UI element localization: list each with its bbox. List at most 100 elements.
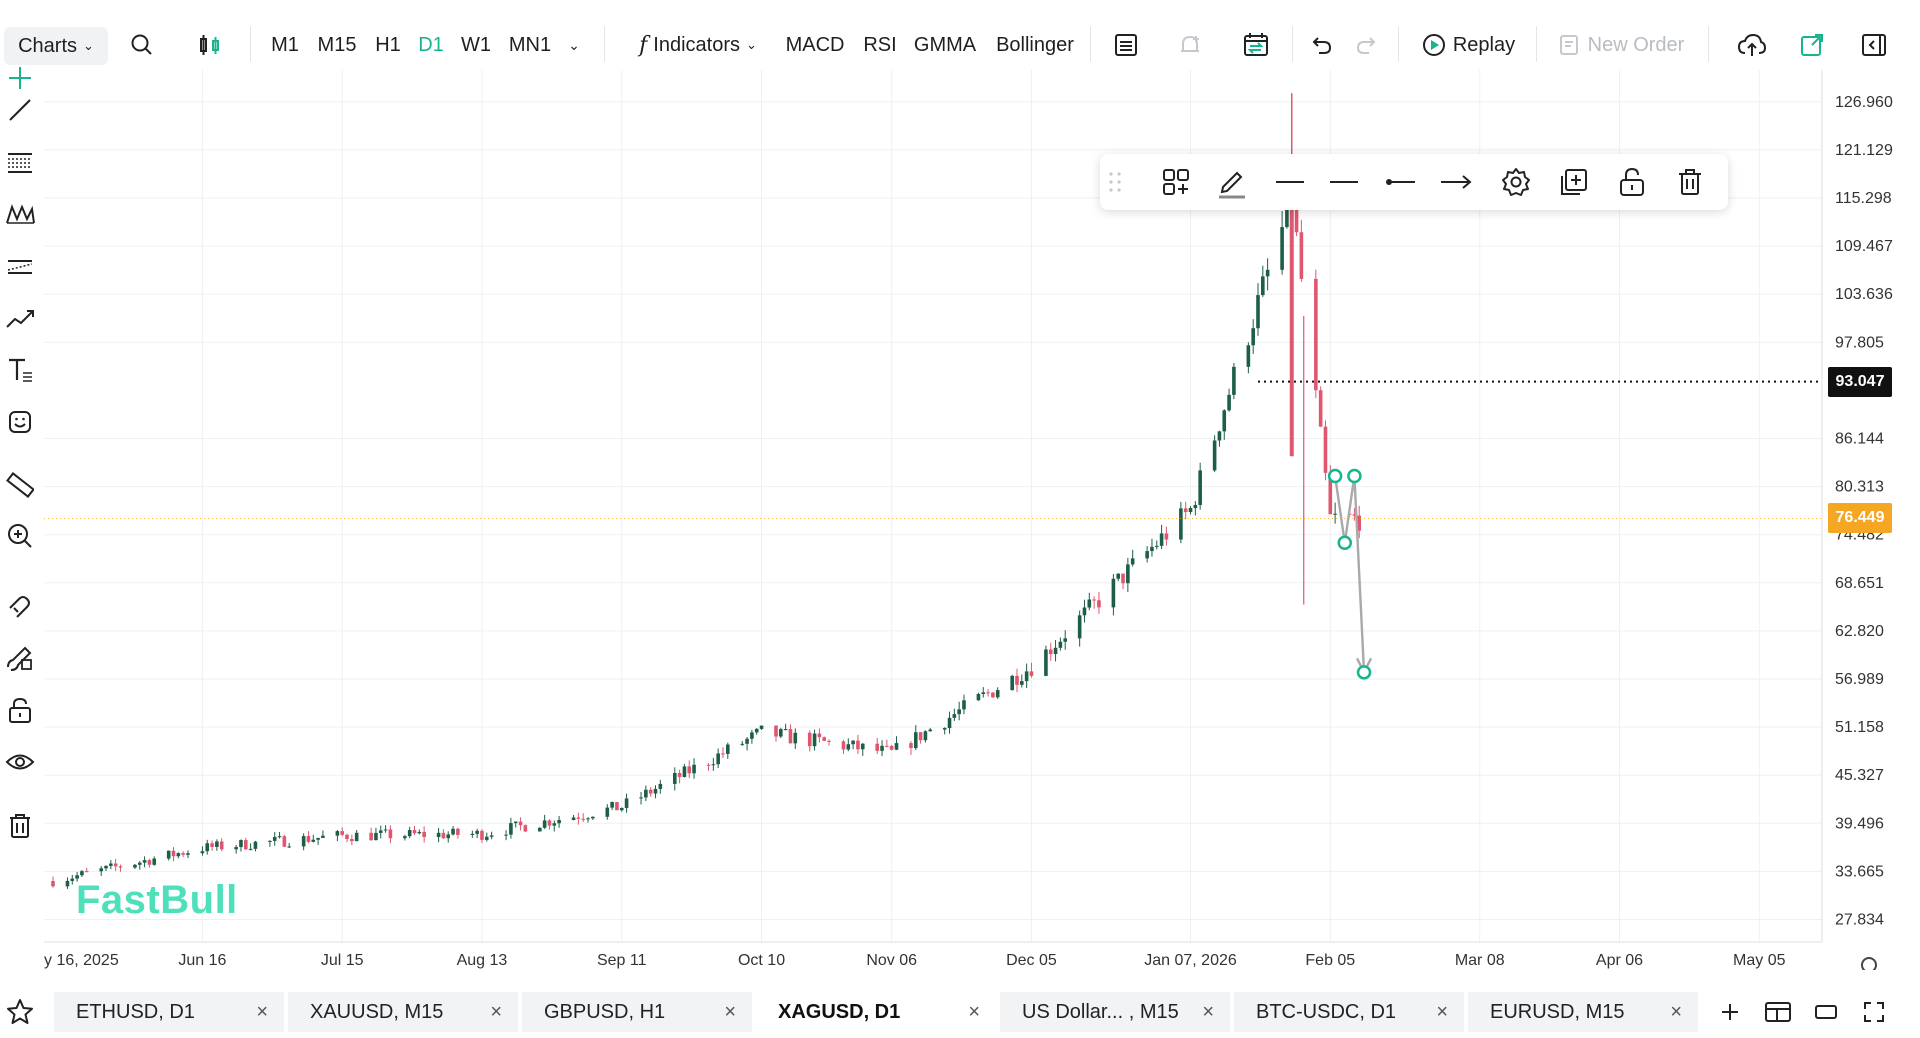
date-axis-label: Sep 11 [597,952,647,969]
cloud-upload-icon[interactable] [1734,0,1770,90]
chart-tab[interactable]: BTC-USDC, D1 × [1234,992,1464,1032]
unlock-icon[interactable] [1612,162,1652,202]
line-end-icon[interactable] [1436,162,1476,202]
prediction-icon[interactable] [0,298,40,338]
drag-handle-icon[interactable] [1104,162,1126,202]
price-axis-label: 39.496 [1835,815,1884,832]
price-axis-label: 62.820 [1835,623,1884,640]
candle-body [272,836,277,841]
search-icon[interactable] [124,0,160,90]
candle-body [610,801,614,808]
clone-icon[interactable] [1554,162,1594,202]
close-icon[interactable]: × [256,1000,268,1023]
zoom-in-icon[interactable] [0,516,40,556]
date-axis-label: Jul 15 [321,952,364,969]
toolbar-separator [604,26,605,62]
timeframe-h1[interactable]: H1 [375,33,401,56]
indicator-rsi[interactable]: RSI [863,33,897,56]
close-icon[interactable]: × [1436,1000,1448,1023]
timeframe-mn1[interactable]: MN1 [508,33,552,56]
template-icon[interactable] [1156,162,1196,202]
candle-body [422,831,426,838]
replay-button[interactable]: Replay [1418,0,1518,90]
trash-icon[interactable] [0,806,40,846]
magnet-icon[interactable] [0,586,40,626]
candle-body [480,830,484,840]
timeframe-m1[interactable]: M1 [271,33,299,56]
candle-body [1164,533,1169,540]
split-layout-icon[interactable] [1758,992,1798,1032]
timeframe-w1[interactable]: W1 [461,33,491,56]
price-axis-label: 33.665 [1835,863,1884,880]
drawing-anchor-handle[interactable] [1337,535,1353,551]
close-icon[interactable]: × [490,1000,502,1023]
chart-tab[interactable]: EURUSD, M15 × [1468,992,1698,1032]
emoji-icon[interactable] [0,402,40,442]
line-start-icon[interactable] [1380,162,1420,202]
drawing-anchor-handle[interactable] [1356,665,1372,680]
trend-line-icon[interactable] [0,90,40,130]
ruler-icon[interactable] [0,464,40,504]
star-icon[interactable] [0,992,40,1032]
chevron-down-icon: ⌄ [83,38,94,53]
redo-icon[interactable] [1350,0,1382,90]
new-order-button[interactable]: New Order [1554,0,1688,90]
chart-tab[interactable]: GBPUSD, H1 × [522,992,752,1032]
brush-icon[interactable] [0,638,40,678]
candle-body [1299,232,1304,279]
candle-body [812,733,817,747]
candle-body [200,851,205,854]
lock-icon[interactable] [0,690,40,730]
window-icon[interactable] [1806,992,1846,1032]
candle-body [205,843,210,852]
charts-menu-button[interactable]: Charts ⌄ [4,27,108,65]
alert-icon[interactable] [1172,0,1208,90]
delete-icon[interactable] [1670,162,1710,202]
candle-body [957,709,961,715]
candle-body [856,740,860,750]
text-icon[interactable] [0,350,40,390]
line-style-icon[interactable] [1270,162,1310,202]
pencil-icon[interactable] [1212,162,1252,202]
indicator-macd[interactable]: MACD [785,33,845,56]
candle-type-icon[interactable] [192,0,228,90]
close-icon[interactable]: × [968,1000,980,1023]
indicator-bollinger[interactable]: Bollinger [996,33,1074,56]
drawing-anchor-handle[interactable] [1327,468,1343,484]
settings-icon[interactable] [1496,162,1536,202]
undo-icon[interactable] [1306,0,1338,90]
chart-tab[interactable]: ETHUSD, D1 × [54,992,284,1032]
fullscreen-icon[interactable] [1854,992,1894,1032]
eye-icon[interactable] [0,742,40,782]
indicators-label: Indicators [653,33,740,56]
line-width-icon[interactable] [1324,162,1364,202]
crosshair-icon[interactable] [0,58,40,98]
indicator-gmma[interactable]: GMMA [913,33,977,56]
candle-body [648,789,653,794]
indicators-button[interactable]: f Indicators ⌄ [628,0,768,90]
calendar-icon[interactable] [1238,0,1274,90]
drawing-anchor-handle[interactable] [1347,468,1362,484]
close-icon[interactable]: × [1202,1000,1214,1023]
share-icon[interactable] [1794,0,1830,90]
chart-tab-active[interactable]: XAGUSD, D1 × [756,992,996,1032]
price-axis-label: 126.960 [1835,94,1893,111]
chart-tab[interactable]: XAUUSD, M15 × [288,992,518,1032]
close-icon[interactable]: × [1670,1000,1682,1023]
candle-body [383,829,388,831]
layout-icon[interactable] [1108,0,1144,90]
close-icon[interactable]: × [724,1000,736,1023]
candle-body [1092,599,1096,601]
timeframe-d1[interactable]: D1 [418,33,444,56]
timeframe-m15[interactable]: M15 [317,33,357,56]
add-tab-icon[interactable] [1710,992,1750,1032]
chevron-down-icon[interactable]: ⌄ [568,36,580,53]
candle-body [1082,607,1087,616]
fib-icon[interactable] [0,142,40,182]
channel-icon[interactable] [0,246,40,286]
candle-body [692,764,696,774]
chart-tab[interactable]: US Dollar... , M15 × [1000,992,1230,1032]
pattern-icon[interactable] [0,194,40,234]
collapse-panel-icon[interactable] [1856,0,1892,90]
chart-settings-icon[interactable] [1861,957,1877,973]
